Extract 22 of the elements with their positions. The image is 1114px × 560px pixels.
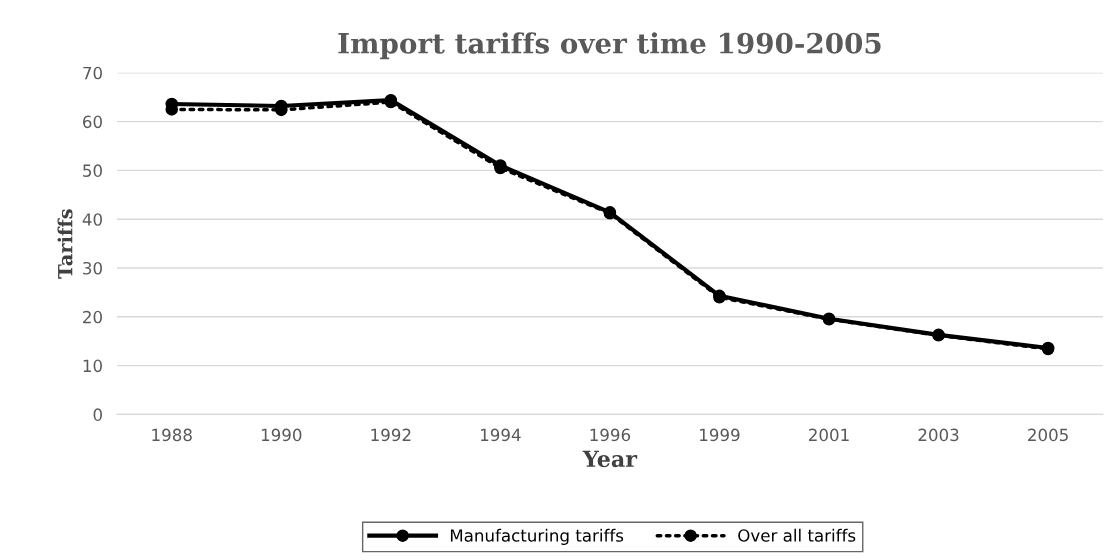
y-tick-label: 30 — [83, 261, 102, 275]
y-tick-label: 70 — [83, 66, 102, 80]
x-tick-label: 1994 — [480, 428, 521, 442]
x-axis-title: Year — [582, 450, 638, 468]
y-tick-label: 50 — [83, 164, 102, 177]
x-tick-label: 1990 — [261, 428, 302, 442]
y-tick-label: 40 — [82, 213, 102, 226]
legend-label: Manufacturing tariffs — [450, 528, 624, 545]
y-axis-title: Tariffs — [57, 209, 73, 279]
x-tick-label: 1992 — [371, 428, 411, 442]
y-tick-label: 20 — [83, 310, 102, 324]
legend-label: Over all tariffs — [738, 528, 856, 542]
x-tick-label: 1999 — [700, 428, 740, 442]
x-tick-label: 2003 — [918, 428, 959, 442]
y-tick-label: 10 — [83, 359, 102, 373]
x-tick-label: 2001 — [809, 428, 849, 442]
x-tick-label: 2005 — [1028, 428, 1068, 442]
y-tick-label: 60 — [83, 115, 102, 129]
y-tick-label: 0 — [93, 408, 102, 421]
x-tick-label: 1996 — [590, 428, 631, 442]
chart-title: Import tariffs over time 1990-2005 — [338, 32, 881, 60]
x-tick-label: 1988 — [152, 428, 192, 442]
